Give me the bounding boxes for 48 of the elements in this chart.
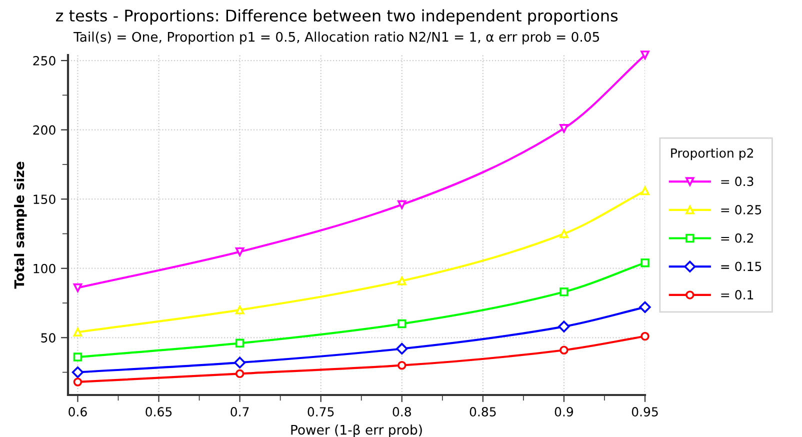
y-tick-label: 250 bbox=[33, 56, 56, 66]
x-tick-label: 0.7 bbox=[230, 407, 249, 416]
legend-label: = 0.25 bbox=[721, 205, 762, 214]
x-axis-title: Power (1-β err prob) bbox=[291, 424, 422, 437]
y-tick-label: 100 bbox=[34, 264, 56, 274]
point bbox=[234, 356, 246, 368]
point bbox=[398, 276, 406, 286]
point bbox=[396, 342, 408, 355]
x-tick-label: 0.95 bbox=[632, 407, 658, 416]
point bbox=[398, 360, 406, 370]
chart-subtitle: Tail(s) = One, Proportion p1 = 0.5, Allocation ratio N2/N1 = 1, α err prob = 0.05 bbox=[73, 32, 600, 44]
point bbox=[398, 200, 406, 210]
point bbox=[640, 186, 650, 196]
point bbox=[560, 288, 568, 296]
legend-label: = 0.2 bbox=[721, 233, 753, 243]
y-tick-label: 150 bbox=[34, 194, 56, 204]
point bbox=[73, 378, 82, 386]
point bbox=[558, 320, 570, 332]
y-axis-title: Total sample size bbox=[14, 162, 27, 289]
x-tick-label: 0.9 bbox=[554, 407, 574, 416]
point bbox=[235, 306, 244, 314]
x-tick-label: 0.85 bbox=[470, 407, 496, 416]
point bbox=[235, 247, 244, 256]
point bbox=[398, 319, 406, 328]
chart-title: z tests - Proportions: Difference between two independent proportions bbox=[56, 9, 618, 25]
point bbox=[560, 124, 568, 133]
x-tick-label: 0.6 bbox=[68, 407, 87, 416]
y-tick-label: 50 bbox=[41, 333, 56, 343]
point bbox=[639, 301, 651, 313]
point bbox=[72, 366, 84, 378]
x-tick-label: 0.65 bbox=[146, 407, 172, 416]
point bbox=[640, 50, 650, 60]
point bbox=[640, 258, 650, 268]
point bbox=[560, 346, 568, 354]
point bbox=[73, 328, 82, 336]
x-tick-label: 0.75 bbox=[308, 407, 334, 416]
point bbox=[640, 332, 650, 341]
point bbox=[235, 338, 244, 348]
legend-title: Proportion p2 bbox=[671, 148, 754, 160]
point bbox=[235, 369, 244, 378]
legend-label: = 0.1 bbox=[721, 290, 754, 300]
point bbox=[73, 352, 82, 362]
y-tick-label: 200 bbox=[33, 125, 56, 135]
legend-label: = 0.15 bbox=[721, 262, 762, 272]
point bbox=[560, 229, 568, 238]
x-tick-label: 0.8 bbox=[392, 407, 411, 416]
point bbox=[73, 283, 82, 292]
legend-label: = 0.3 bbox=[721, 176, 754, 186]
